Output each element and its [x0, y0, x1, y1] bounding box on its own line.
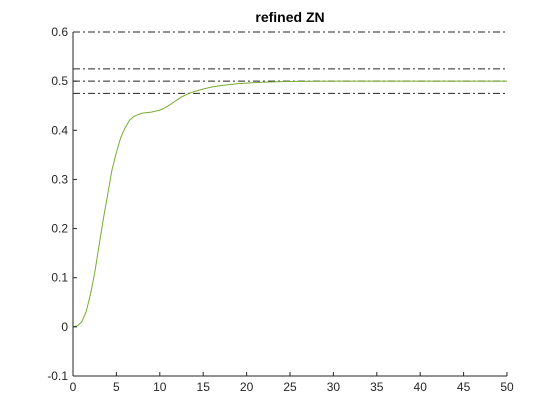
series-group [72, 80, 507, 328]
ticks [72, 31, 508, 377]
chart-title: refined ZN [255, 9, 324, 25]
y-tick-label: 0.4 [51, 123, 68, 137]
x-tick-label: 15 [197, 380, 211, 394]
x-tick-label: 30 [327, 380, 341, 394]
tick-labels: 0 5 10 15 20 25 30 35 40 45 50-0.100.10.20.30.40.5… [47, 25, 514, 394]
y-tick-label: 0.5 [51, 74, 68, 88]
x-tick-label: 45 [457, 380, 471, 394]
y-tick-label: 0.6 [51, 25, 68, 39]
y-tick-label: 0 [61, 320, 68, 334]
x-tick-label: 0 [70, 380, 77, 394]
plot-area [73, 32, 507, 376]
x-tick-label: 5 [113, 380, 120, 394]
series-line-0 [72, 80, 507, 328]
y-tick-label: -0.1 [47, 369, 68, 383]
y-tick-label: 0.2 [51, 222, 68, 236]
x-tick-label: 25 [283, 380, 297, 394]
x-tick-label: 40 [414, 380, 428, 394]
y-tick-label: 0.3 [51, 172, 68, 186]
x-tick-label: 50 [500, 380, 514, 394]
x-tick-label: 20 [240, 380, 254, 394]
x-tick-label: 35 [370, 380, 384, 394]
x-tick-label: 10 [153, 380, 167, 394]
y-tick-label: 0.1 [51, 271, 68, 285]
